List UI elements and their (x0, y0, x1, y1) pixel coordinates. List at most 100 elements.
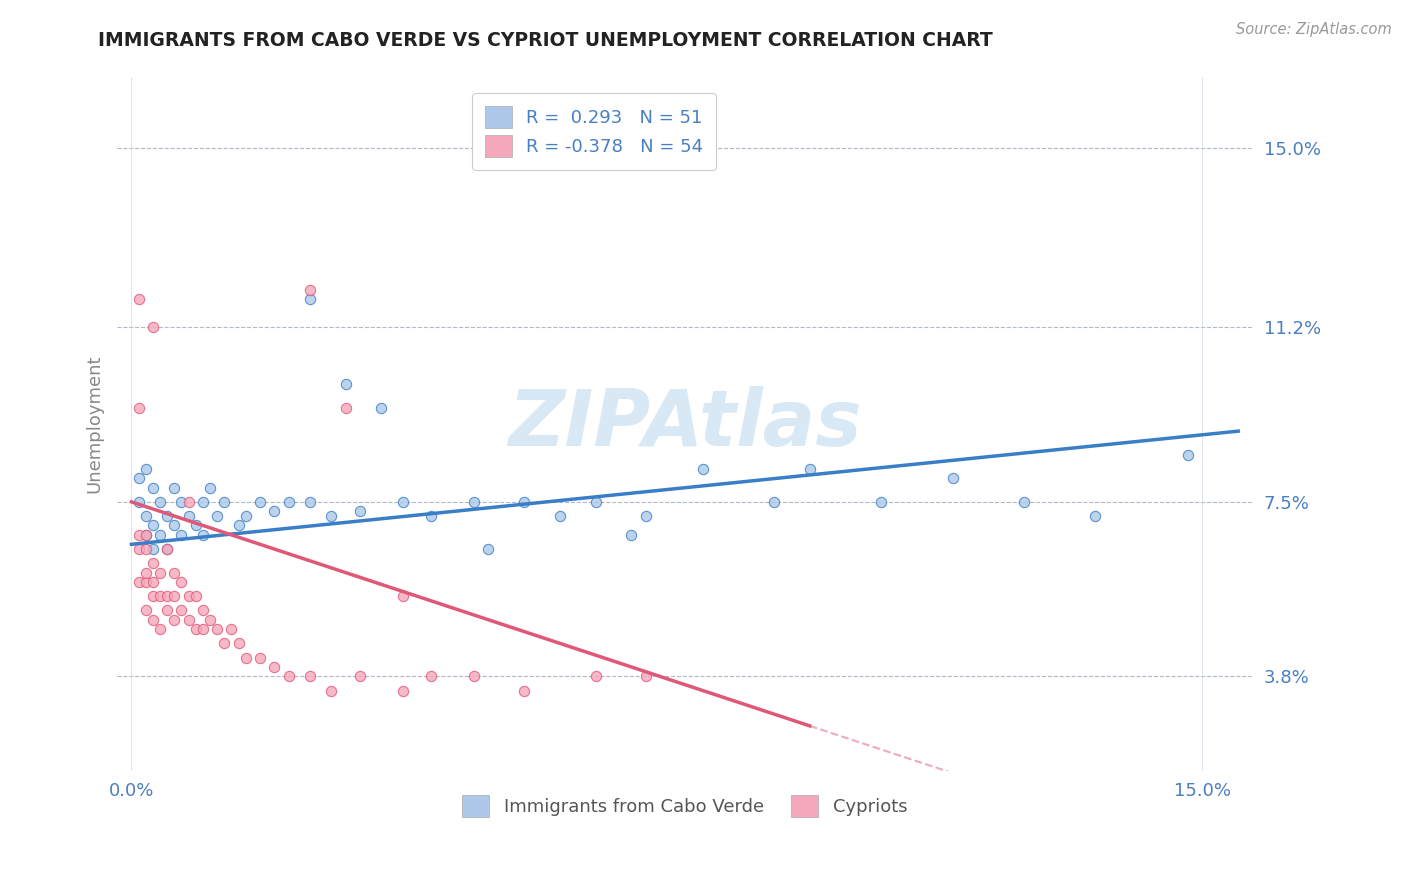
Point (149, 528, 172, 542)
Point (214, 495, 236, 509)
Point (163, 481, 186, 495)
Point (335, 376, 357, 391)
Point (149, 589, 172, 603)
Point (235, 650, 257, 665)
Point (142, 481, 165, 495)
Point (620, 528, 643, 542)
Point (163, 566, 186, 580)
Point (142, 589, 165, 603)
Point (177, 509, 200, 524)
Point (177, 495, 200, 509)
Point (298, 283, 321, 297)
Point (135, 462, 157, 476)
Point (135, 528, 157, 542)
Point (128, 471, 150, 485)
Point (177, 613, 200, 627)
Point (349, 669, 371, 683)
Point (156, 509, 179, 524)
Point (277, 495, 299, 509)
Point (135, 603, 157, 617)
Point (370, 401, 392, 415)
Point (513, 683, 536, 698)
Point (321, 683, 343, 698)
Point (142, 320, 165, 334)
Point (870, 495, 893, 509)
Point (170, 603, 193, 617)
Point (156, 542, 179, 557)
Point (298, 669, 321, 683)
Point (198, 613, 221, 627)
Point (170, 495, 193, 509)
Text: IMMIGRANTS FROM CABO VERDE VS CYPRIOT UNEMPLOYMENT CORRELATION CHART: IMMIGRANTS FROM CABO VERDE VS CYPRIOT UN… (98, 31, 993, 50)
Point (1177, 448, 1199, 462)
Point (163, 518, 186, 533)
Point (142, 613, 165, 627)
Point (1012, 495, 1035, 509)
Point (585, 669, 607, 683)
Point (799, 462, 821, 476)
Point (184, 518, 207, 533)
Point (177, 589, 200, 603)
Point (349, 504, 371, 518)
Point (249, 650, 271, 665)
Text: Source: ZipAtlas.com: Source: ZipAtlas.com (1236, 22, 1392, 37)
Point (191, 603, 214, 617)
Point (149, 495, 172, 509)
Point (184, 589, 207, 603)
Point (156, 589, 179, 603)
Legend: Immigrants from Cabo Verde, Cypriots: Immigrants from Cabo Verde, Cypriots (456, 788, 914, 824)
Text: ZIPAtlas: ZIPAtlas (508, 386, 862, 462)
Point (128, 542, 150, 557)
Point (585, 495, 607, 509)
Point (142, 556, 165, 570)
Point (221, 622, 243, 636)
Point (191, 622, 214, 636)
Point (277, 669, 299, 683)
Point (214, 636, 236, 650)
Point (335, 401, 357, 415)
Point (135, 542, 157, 557)
Point (128, 495, 150, 509)
Point (228, 636, 250, 650)
Point (149, 566, 172, 580)
Point (142, 542, 165, 557)
Point (128, 292, 150, 306)
Point (142, 518, 165, 533)
Point (128, 401, 150, 415)
Point (942, 471, 965, 485)
Point (184, 622, 207, 636)
Point (156, 603, 179, 617)
Point (142, 575, 165, 590)
Point (463, 669, 485, 683)
Point (634, 509, 657, 524)
Point (128, 575, 150, 590)
Point (170, 575, 193, 590)
Point (163, 613, 186, 627)
Point (205, 622, 228, 636)
Point (298, 495, 321, 509)
Point (263, 660, 285, 674)
Point (321, 509, 343, 524)
Point (463, 495, 485, 509)
Point (298, 292, 321, 306)
Point (198, 481, 221, 495)
Point (135, 509, 157, 524)
Point (391, 683, 413, 698)
Point (477, 542, 499, 557)
Point (692, 462, 714, 476)
Point (205, 509, 228, 524)
Point (156, 542, 179, 557)
Point (391, 589, 413, 603)
Point (135, 528, 157, 542)
Y-axis label: Unemployment: Unemployment (86, 355, 103, 493)
Point (235, 509, 257, 524)
Point (163, 589, 186, 603)
Point (1084, 509, 1107, 524)
Point (420, 669, 443, 683)
Point (391, 495, 413, 509)
Point (249, 495, 271, 509)
Point (763, 495, 786, 509)
Point (191, 495, 214, 509)
Point (634, 669, 657, 683)
Point (128, 528, 150, 542)
